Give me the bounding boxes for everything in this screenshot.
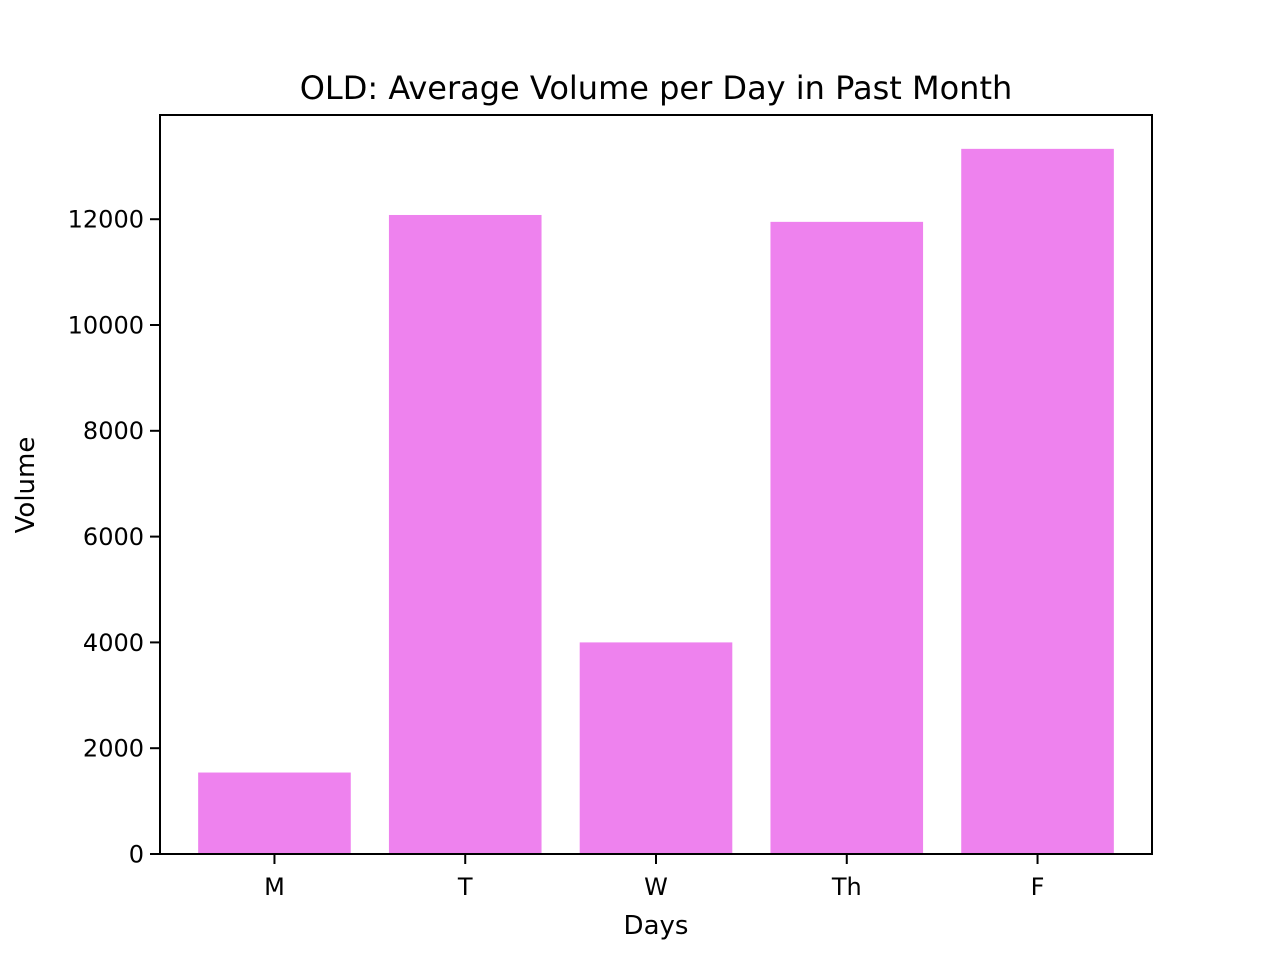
y-tick-label: 12000	[68, 206, 144, 234]
y-tick-label: 0	[129, 840, 144, 868]
bar-m	[198, 772, 351, 854]
y-tick-label: 2000	[83, 735, 144, 763]
bars-group	[198, 148, 1114, 854]
x-tick-label: T	[457, 873, 473, 901]
y-axis-label: Volume	[11, 437, 41, 534]
y-tick-label: 8000	[83, 417, 144, 445]
bar-f	[961, 148, 1114, 854]
x-tick-label: M	[264, 873, 285, 901]
bar-th	[770, 221, 924, 854]
y-tick-label: 4000	[83, 629, 144, 657]
bar-t	[388, 214, 542, 854]
x-axis-ticks: M T W Th F	[264, 854, 1044, 901]
x-axis-label: Days	[624, 911, 689, 941]
x-tick-label: Th	[831, 873, 862, 901]
y-tick-label: 6000	[83, 523, 144, 551]
plot-area-frame	[159, 114, 1153, 855]
bar-w	[579, 642, 733, 854]
chart-title: OLD: Average Volume per Day in Past Mont…	[300, 69, 1013, 107]
x-tick-label: F	[1031, 873, 1045, 901]
y-axis-ticks: 0 2000 4000 6000 8000 10000 12000	[68, 206, 160, 868]
y-tick-label: 10000	[68, 311, 144, 339]
x-tick-label: W	[644, 873, 668, 901]
